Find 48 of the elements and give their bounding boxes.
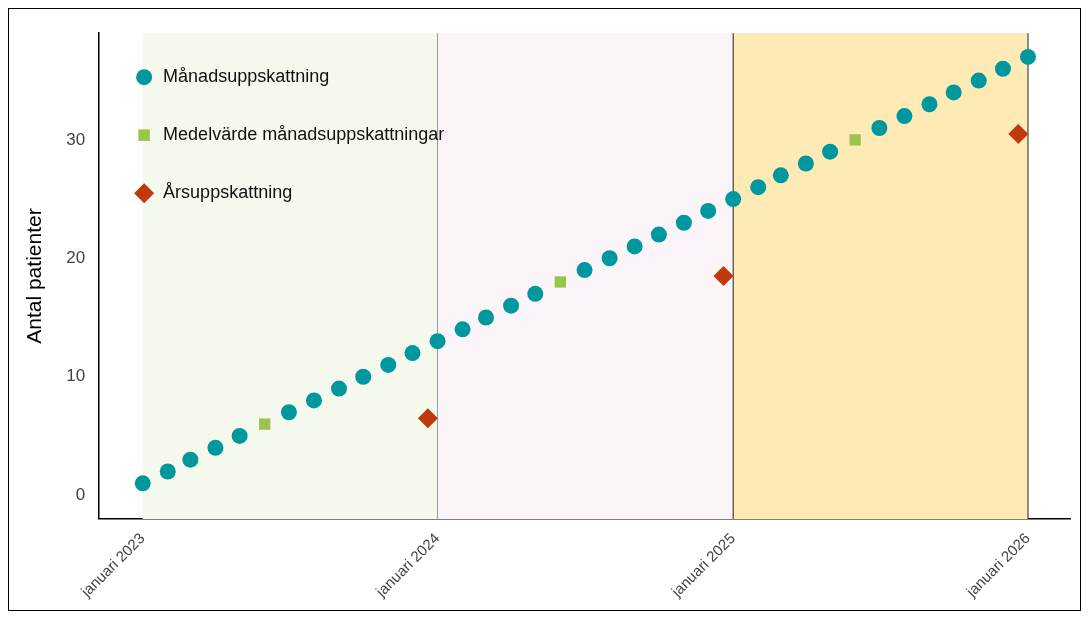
point — [601, 250, 618, 267]
point — [1020, 48, 1036, 65]
point — [822, 143, 839, 160]
point — [305, 392, 322, 409]
point — [417, 408, 438, 429]
point — [713, 266, 734, 287]
point — [259, 418, 271, 430]
point — [380, 356, 397, 373]
legend-label: Årsuppskattning — [163, 182, 293, 203]
point — [159, 463, 176, 480]
point — [231, 427, 248, 444]
y-tick-label: 0 — [75, 484, 86, 504]
point — [626, 238, 643, 255]
y-tick-label: 10 — [66, 366, 86, 386]
point — [207, 439, 224, 456]
point — [478, 309, 495, 326]
point — [849, 134, 861, 146]
point — [182, 451, 199, 468]
point — [725, 191, 742, 208]
point — [429, 333, 446, 350]
point — [896, 108, 913, 125]
point — [945, 84, 962, 101]
point — [503, 297, 520, 314]
point — [871, 119, 888, 136]
legend-label: Medelvärde månadsuppskattningar — [163, 124, 445, 145]
point — [554, 276, 566, 288]
point — [134, 475, 151, 492]
point — [700, 202, 717, 219]
point — [675, 214, 692, 231]
point — [994, 60, 1011, 77]
point — [280, 404, 297, 421]
point — [454, 321, 471, 338]
point — [650, 226, 667, 243]
point — [797, 155, 814, 172]
point — [1008, 123, 1029, 144]
point — [772, 167, 789, 184]
y-tick-label: 20 — [66, 247, 86, 267]
point — [750, 179, 767, 196]
point — [970, 72, 987, 89]
point — [331, 380, 348, 397]
y-axis-title: Antal patienter — [22, 208, 46, 344]
legend-label: Månadsuppskattning — [163, 66, 330, 87]
point — [576, 262, 593, 279]
point — [921, 96, 938, 113]
point — [527, 285, 544, 302]
point — [355, 368, 372, 385]
y-tick-label: 30 — [66, 129, 86, 149]
point — [404, 345, 421, 362]
